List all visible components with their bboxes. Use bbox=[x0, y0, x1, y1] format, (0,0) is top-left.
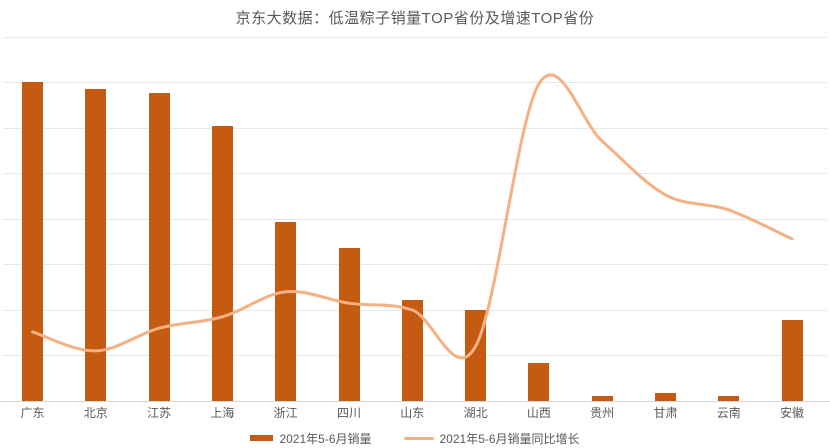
x-axis-label-安徽: 安徽 bbox=[780, 406, 805, 420]
x-axis-label-江苏: 江苏 bbox=[147, 406, 172, 420]
sales-bar-江苏[interactable] bbox=[148, 93, 170, 401]
x-axis-label-云南: 云南 bbox=[716, 406, 741, 420]
chart-title: 京东大数据：低温粽子销量TOP省份及增速TOP省份 bbox=[235, 10, 595, 27]
sales-bar-山东[interactable] bbox=[401, 300, 423, 401]
bar-series-swatch-icon bbox=[250, 435, 274, 441]
growth-line-series[interactable] bbox=[31, 73, 794, 360]
y-gridline bbox=[3, 36, 827, 38]
x-axis-label-浙江: 浙江 bbox=[273, 406, 298, 420]
legend-item-growth[interactable]: 2021年5-6月销量同比增长 bbox=[403, 430, 580, 447]
x-axis-label-甘肃: 甘肃 bbox=[653, 406, 678, 420]
x-axis-label-广东: 广东 bbox=[20, 406, 45, 420]
sales-bar-甘肃[interactable] bbox=[655, 392, 676, 401]
sales-bar-浙江[interactable] bbox=[275, 222, 297, 401]
sales-bar-广东[interactable] bbox=[22, 81, 43, 401]
legend-item-sales[interactable]: 2021年5-6月销量 bbox=[250, 430, 372, 447]
x-axis-label-北京: 北京 bbox=[83, 406, 108, 420]
y-gridline bbox=[3, 82, 827, 83]
x-axis-label-湖北: 湖北 bbox=[463, 406, 488, 420]
sales-bar-上海[interactable] bbox=[211, 126, 233, 401]
sales-bar-北京[interactable] bbox=[85, 88, 107, 401]
x-axis-label-山西: 山西 bbox=[526, 406, 551, 420]
sales-bar-安徽[interactable] bbox=[781, 320, 803, 401]
x-axis-label-山东: 山东 bbox=[400, 406, 425, 420]
line-series-swatch-icon bbox=[403, 436, 434, 440]
y-gridline bbox=[3, 218, 827, 220]
sales-bar-贵州[interactable] bbox=[591, 396, 613, 401]
sales-bar-山西[interactable] bbox=[528, 362, 550, 401]
y-gridline bbox=[3, 264, 827, 265]
x-axis-label-贵州: 贵州 bbox=[590, 406, 615, 420]
x-axis-label-四川: 四川 bbox=[336, 406, 362, 420]
legend: 2021年5-6月销量 2021年5-6月销量同比增长 bbox=[0, 430, 830, 446]
x-axis-label-上海: 上海 bbox=[210, 406, 235, 420]
sales-bar-四川[interactable] bbox=[338, 248, 360, 401]
legend-label-sales: 2021年5-6月销量 bbox=[279, 431, 372, 446]
y-gridline bbox=[3, 173, 827, 174]
legend-label-growth: 2021年5-6月销量同比增长 bbox=[439, 431, 580, 446]
x-axis-line bbox=[0, 401, 830, 402]
y-gridline bbox=[3, 127, 827, 129]
sales-bar-云南[interactable] bbox=[718, 396, 740, 401]
